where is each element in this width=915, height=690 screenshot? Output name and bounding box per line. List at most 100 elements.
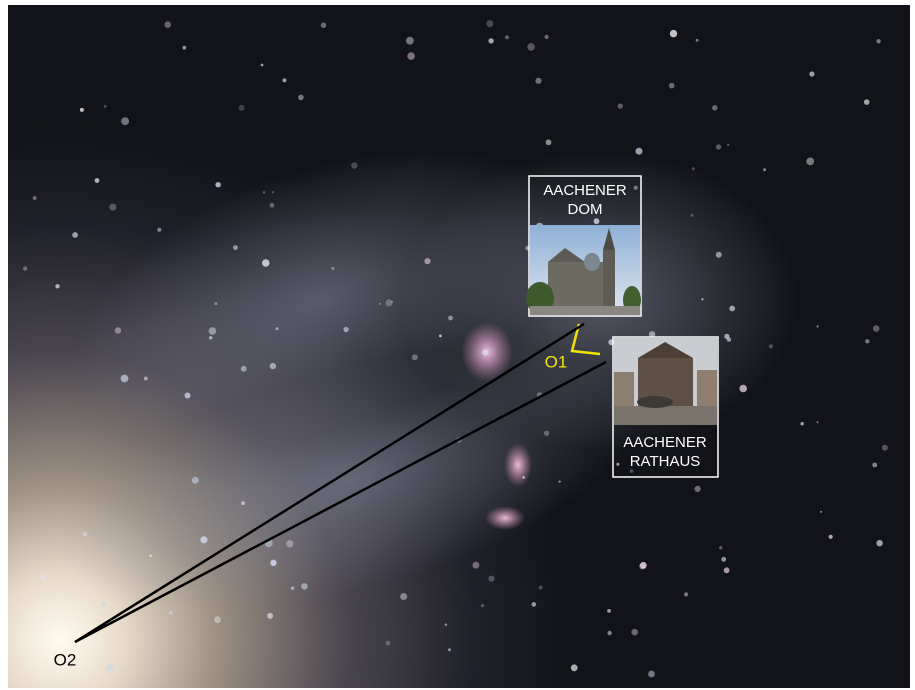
star [261,64,264,67]
star [522,476,525,479]
star [691,214,694,217]
star [636,148,643,155]
star [876,39,880,43]
star [488,38,493,43]
star [544,431,549,436]
star [412,354,418,360]
star [267,613,273,619]
star [291,587,294,590]
star [286,540,293,547]
star [33,196,37,200]
observer-label: O2 [54,650,77,669]
star [23,266,27,270]
star [716,144,721,149]
star [763,168,766,171]
star [594,218,600,224]
star [505,35,509,39]
star [102,603,106,607]
star [486,20,493,27]
star [282,78,286,82]
star [406,37,414,45]
star [215,182,220,187]
star [331,267,334,270]
star [559,481,561,483]
observer-label: O1 [545,352,568,371]
star [270,363,276,369]
landmark-photo [526,225,641,315]
star [241,501,245,505]
star [72,232,78,238]
star [386,641,391,646]
star [716,252,722,258]
star [276,327,279,330]
star [640,562,647,569]
landmark-dom: AACHENER DOM [526,176,641,316]
star [109,204,116,211]
star [729,306,735,312]
star [209,327,217,335]
star [448,316,453,321]
star [829,535,833,539]
star [719,546,722,549]
star [481,604,484,607]
star [400,593,407,600]
star [270,203,275,208]
star [864,99,870,105]
star [298,95,304,101]
star [721,557,726,562]
star [670,30,677,37]
star [809,71,814,76]
star [631,629,638,636]
star [545,35,549,39]
star [424,258,430,264]
star [727,144,729,146]
star [351,162,357,168]
star [769,344,773,348]
star [882,445,888,451]
star [695,486,701,492]
star [121,375,129,383]
star [607,609,611,613]
star [80,108,84,112]
star [115,327,121,333]
star [407,52,415,60]
star [41,575,45,579]
star [696,39,699,42]
star [149,555,152,558]
star [727,337,731,341]
star [83,532,88,537]
landmark-label: AACHENER [543,182,627,199]
star [820,511,822,513]
star [634,186,638,190]
star [233,245,238,250]
star [532,602,537,607]
star [169,611,173,615]
star [214,302,217,305]
star [684,592,688,596]
star [473,562,480,569]
star [104,105,107,108]
star [648,671,655,678]
star [185,393,191,399]
star [801,422,804,425]
star [209,336,212,339]
star [546,139,552,145]
star [95,178,100,183]
star [164,21,171,28]
star [535,78,541,84]
page: {"scene": { "landmarks": [ {"label_lines… [0,0,915,690]
star [873,325,880,332]
star [439,335,442,338]
star [571,664,578,671]
star [239,105,245,111]
star [724,567,730,573]
star [157,228,161,232]
star [448,648,451,651]
star [712,105,717,110]
star [817,325,819,327]
star [739,385,747,393]
star [872,463,877,468]
star [618,103,623,108]
star [200,536,207,543]
star [876,540,882,546]
